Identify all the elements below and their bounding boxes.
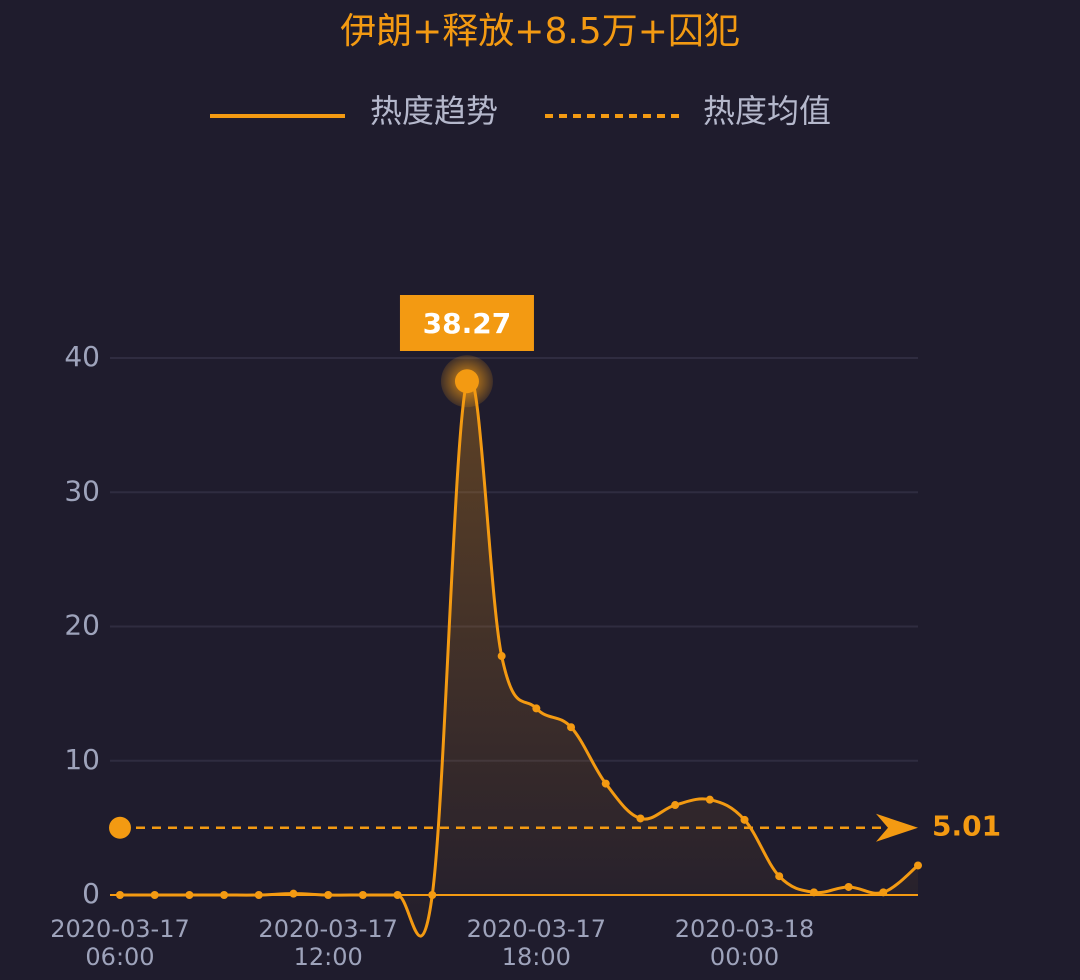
point bbox=[220, 891, 229, 899]
point bbox=[914, 861, 922, 870]
y-tick-label: 30 bbox=[64, 474, 100, 507]
legend-label: 热度均值 bbox=[703, 92, 831, 130]
x-tick-label: 2020-03-17 06:00 bbox=[50, 915, 189, 971]
point bbox=[324, 891, 333, 899]
y-tick-label: 0 bbox=[82, 877, 100, 910]
point bbox=[879, 888, 888, 897]
point bbox=[116, 891, 124, 899]
point bbox=[671, 801, 680, 810]
chart-title: 伊朗+释放+8.5万+囚犯 bbox=[340, 11, 740, 52]
y-tick-label: 40 bbox=[64, 340, 100, 373]
point bbox=[497, 652, 506, 661]
line bbox=[120, 375, 919, 938]
peak-label: 38.27 bbox=[423, 307, 512, 340]
x-tick-label: 2020-03-17 18:00 bbox=[467, 915, 606, 971]
point bbox=[844, 882, 853, 891]
y-tick-label: 10 bbox=[64, 743, 100, 776]
point bbox=[601, 779, 610, 788]
point bbox=[150, 891, 159, 899]
point bbox=[740, 815, 749, 824]
point bbox=[809, 888, 818, 897]
mean-dot bbox=[109, 816, 131, 839]
point bbox=[636, 814, 645, 823]
point bbox=[254, 891, 263, 899]
point bbox=[532, 704, 541, 713]
point bbox=[393, 891, 402, 899]
peak-label-box bbox=[399, 295, 534, 351]
point bbox=[454, 369, 479, 394]
point bbox=[567, 723, 576, 732]
mean-label: 5.01 bbox=[932, 810, 1001, 843]
area bbox=[120, 376, 918, 937]
x-tick-label: 2020-03-18 00:00 bbox=[675, 915, 814, 971]
mean-arrow bbox=[876, 813, 918, 842]
point bbox=[185, 891, 194, 899]
legend-label: 热度趋势 bbox=[370, 92, 498, 130]
point bbox=[358, 891, 367, 899]
point bbox=[775, 872, 784, 881]
point bbox=[705, 795, 714, 804]
point bbox=[289, 889, 298, 898]
point bbox=[428, 891, 437, 899]
y-tick-label: 20 bbox=[64, 609, 100, 642]
x-tick-label: 2020-03-17 12:00 bbox=[258, 915, 397, 971]
